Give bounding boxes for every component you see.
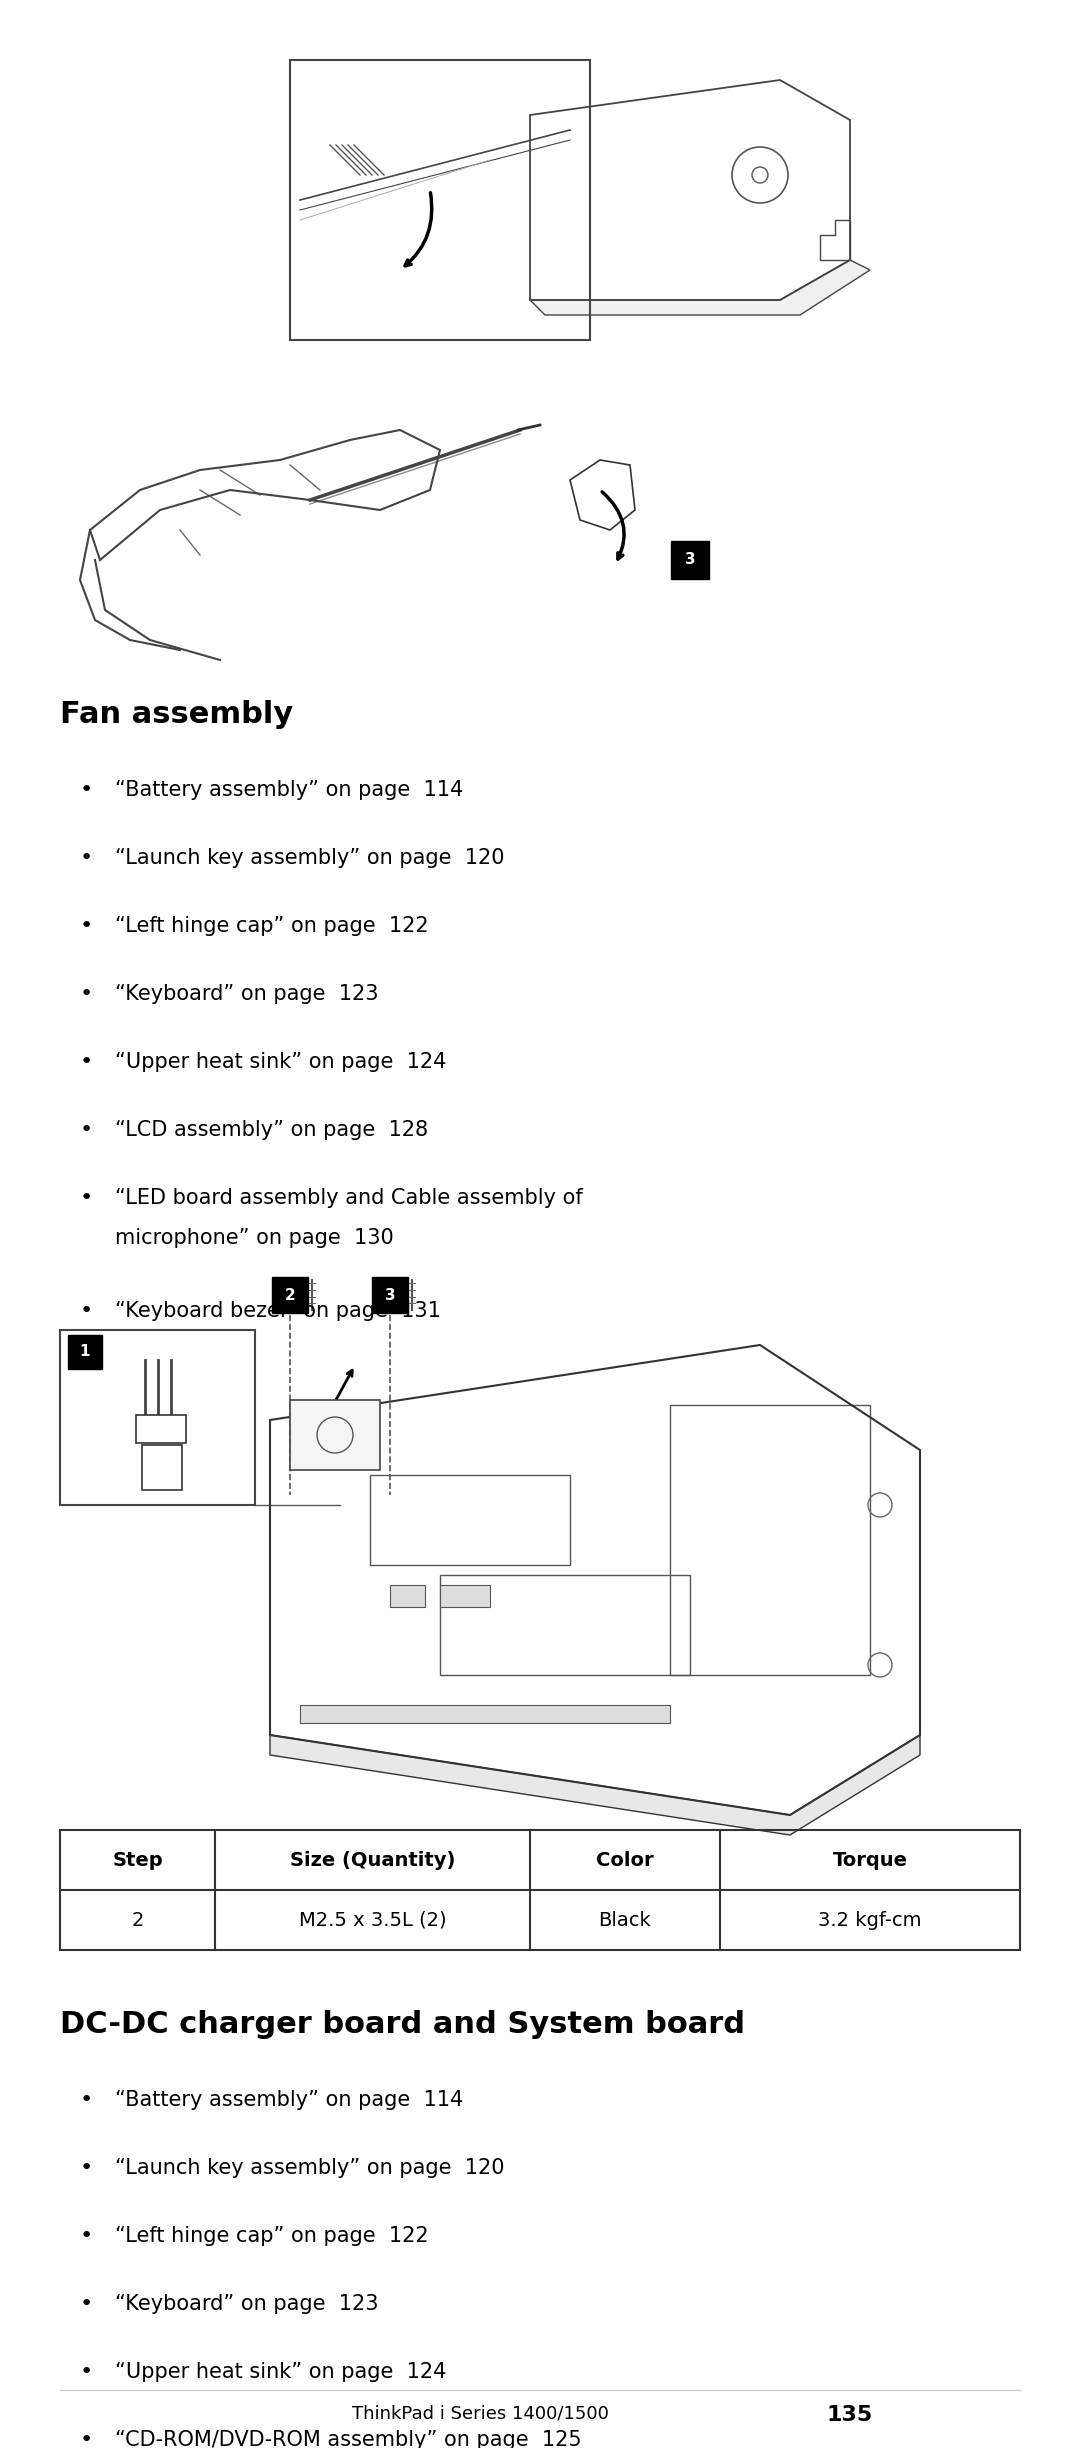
Text: 3.2 kgf-cm: 3.2 kgf-cm <box>819 1909 921 1929</box>
Text: Step: Step <box>112 1851 163 1870</box>
Text: •: • <box>80 916 93 935</box>
Text: “Launch key assembly” on page  120: “Launch key assembly” on page 120 <box>114 847 504 869</box>
Bar <box>291 61 590 340</box>
Text: “Launch key assembly” on page  120: “Launch key assembly” on page 120 <box>114 2159 504 2179</box>
Text: “Keyboard” on page  123: “Keyboard” on page 123 <box>114 2294 378 2313</box>
Polygon shape <box>530 259 870 316</box>
Text: •: • <box>80 2091 93 2110</box>
Text: “Keyboard bezel” on page  131: “Keyboard bezel” on page 131 <box>114 1300 441 1322</box>
Text: 3: 3 <box>384 1288 395 1302</box>
Text: •: • <box>80 2362 93 2382</box>
Bar <box>68 1334 102 1368</box>
Text: •: • <box>80 2431 93 2448</box>
Text: “Upper heat sink” on page  124: “Upper heat sink” on page 124 <box>114 2362 446 2382</box>
Text: DC-DC charger board and System board: DC-DC charger board and System board <box>60 2010 745 2039</box>
Bar <box>390 1584 426 1606</box>
Text: 1: 1 <box>80 1344 91 1359</box>
Text: •: • <box>80 1187 93 1207</box>
Text: “LED board assembly and Cable assembly of: “LED board assembly and Cable assembly o… <box>114 1187 583 1207</box>
Bar <box>300 1704 670 1723</box>
Text: 3: 3 <box>685 553 696 568</box>
Text: “Battery assembly” on page  114: “Battery assembly” on page 114 <box>114 781 463 800</box>
Bar <box>291 1400 380 1469</box>
Bar <box>671 541 708 580</box>
Text: “Keyboard” on page  123: “Keyboard” on page 123 <box>114 984 378 1004</box>
Bar <box>440 1574 690 1674</box>
Text: “Left hinge cap” on page  122: “Left hinge cap” on page 122 <box>114 916 429 935</box>
Text: •: • <box>80 847 93 869</box>
Bar <box>60 1831 1020 1951</box>
Text: •: • <box>80 2294 93 2313</box>
Text: •: • <box>80 2159 93 2179</box>
Text: microphone” on page  130: microphone” on page 130 <box>114 1229 394 1248</box>
Text: Torque: Torque <box>833 1851 907 1870</box>
Bar <box>670 1405 870 1674</box>
Text: Color: Color <box>596 1851 653 1870</box>
Text: “LCD assembly” on page  128: “LCD assembly” on page 128 <box>114 1121 428 1141</box>
Text: Size (Quantity): Size (Quantity) <box>289 1851 455 1870</box>
Text: •: • <box>80 781 93 800</box>
Text: •: • <box>80 1121 93 1141</box>
Text: 2: 2 <box>285 1288 295 1302</box>
Bar <box>141 1444 183 1491</box>
Text: 135: 135 <box>827 2404 873 2426</box>
Text: •: • <box>80 984 93 1004</box>
Bar <box>372 1278 408 1312</box>
Text: “CD-ROM/DVD-ROM assembly” on page  125: “CD-ROM/DVD-ROM assembly” on page 125 <box>114 2431 582 2448</box>
Text: Fan assembly: Fan assembly <box>60 700 294 730</box>
Bar <box>272 1278 308 1312</box>
Bar <box>440 1584 490 1606</box>
Text: 2: 2 <box>132 1909 144 1929</box>
Text: “Battery assembly” on page  114: “Battery assembly” on page 114 <box>114 2091 463 2110</box>
Bar <box>370 1476 570 1564</box>
Text: M2.5 x 3.5L (2): M2.5 x 3.5L (2) <box>299 1909 446 1929</box>
Polygon shape <box>270 1736 920 1836</box>
Text: “Left hinge cap” on page  122: “Left hinge cap” on page 122 <box>114 2225 429 2245</box>
Text: •: • <box>80 1053 93 1072</box>
Bar <box>136 1415 186 1442</box>
Bar <box>60 1329 255 1506</box>
Text: •: • <box>80 2225 93 2245</box>
Text: “Upper heat sink” on page  124: “Upper heat sink” on page 124 <box>114 1053 446 1072</box>
Text: Black: Black <box>598 1909 651 1929</box>
Text: ThinkPad i Series 1400/1500: ThinkPad i Series 1400/1500 <box>352 2404 608 2424</box>
Text: •: • <box>80 1300 93 1322</box>
